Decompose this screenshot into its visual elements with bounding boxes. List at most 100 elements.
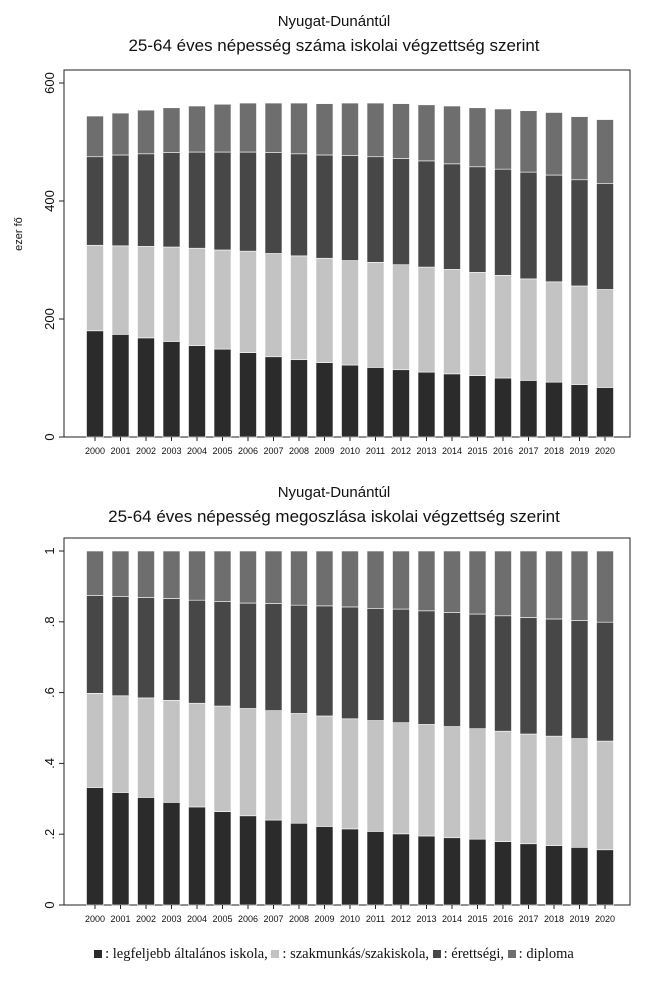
bar-segment <box>443 726 461 839</box>
bar-segment <box>366 720 385 832</box>
bar-segment <box>596 387 614 438</box>
bar-segment <box>417 104 436 162</box>
bar-segment <box>315 362 334 438</box>
bar-segment <box>366 156 385 263</box>
bar-segment <box>417 160 436 268</box>
bar-segment <box>188 550 206 601</box>
legend-swatch <box>94 950 103 959</box>
bar-segment <box>392 158 410 266</box>
legend-label: : legfeljebb általános iskola, <box>105 946 268 962</box>
bar-segment <box>264 550 283 604</box>
bar-segment <box>264 710 283 821</box>
bar-segment <box>545 735 563 846</box>
bar-segment <box>596 849 614 906</box>
bar-segment <box>137 797 155 906</box>
x-tick-label: 2020 <box>595 446 615 456</box>
bar-segment <box>494 168 512 276</box>
bar-segment <box>596 621 614 742</box>
bar-segment <box>315 550 334 607</box>
bar-segment <box>545 381 563 438</box>
bar-segment <box>468 728 487 840</box>
bar-segment <box>443 550 461 613</box>
x-tick-label: 2015 <box>467 914 487 924</box>
bar-segment <box>341 155 359 261</box>
bar-segment <box>137 597 155 699</box>
bar-segment <box>468 838 487 906</box>
bar-segment <box>86 693 104 788</box>
legend-item-legfeljebb-altalanos: : legfeljebb általános iskola, <box>94 946 268 962</box>
bar-segment <box>239 602 257 709</box>
bar-segment <box>162 550 181 599</box>
x-tick-label: 2000 <box>85 446 105 456</box>
x-tick-label: 2017 <box>518 446 538 456</box>
bar-segment <box>341 606 359 720</box>
bar-segment <box>315 826 334 906</box>
bar-segment <box>392 369 410 438</box>
x-tick-label: 2011 <box>366 914 385 924</box>
bar-segment <box>290 604 308 714</box>
bar-segment <box>239 815 257 906</box>
bar-segment <box>596 119 614 184</box>
bar-segment <box>545 174 563 283</box>
bar-segment <box>443 105 461 165</box>
bar-segment <box>290 550 308 606</box>
bar-segment <box>443 612 461 727</box>
x-tick-label: 2014 <box>442 914 462 924</box>
bar-segment <box>162 341 181 438</box>
chart-subtitle: 25-64 éves népesség megoszlása iskolai v… <box>108 507 560 526</box>
bar-segment <box>494 730 512 842</box>
x-tick-label: 2019 <box>569 914 589 924</box>
legend-swatch <box>507 950 516 959</box>
bar-segment <box>570 179 589 287</box>
bar-segment <box>188 345 206 438</box>
bar-segment <box>137 337 155 438</box>
bar-segment <box>213 348 232 438</box>
x-tick-label: 2009 <box>314 446 334 456</box>
bar-segment <box>239 102 257 153</box>
bar-segment <box>468 107 487 168</box>
bar-segment <box>137 550 155 598</box>
bar-segment <box>366 608 385 721</box>
x-tick-label: 2005 <box>212 446 232 456</box>
bar-segment <box>86 330 104 438</box>
bar-segment <box>570 620 589 739</box>
bar-segment <box>596 289 614 388</box>
x-tick-label: 2010 <box>340 914 360 924</box>
bar-segment <box>213 705 232 812</box>
bar-segment <box>137 697 155 798</box>
bar-segment <box>468 272 487 376</box>
bar-segment <box>86 595 104 694</box>
bar-segment <box>545 281 563 383</box>
bar-segment <box>596 550 614 623</box>
bar-segment <box>392 608 410 723</box>
bar-segment <box>417 371 436 438</box>
count-chart: Nyugat-Dunántúl 25-64 éves népesség száma… <box>13 13 631 456</box>
bar-segment <box>86 244 104 332</box>
y-tick-label: .8 <box>42 616 57 627</box>
x-tick-label: 2018 <box>544 914 564 924</box>
bar-segment <box>239 352 257 438</box>
bar-segment <box>137 153 155 247</box>
bar-segment <box>494 275 512 379</box>
bar-segment <box>111 245 130 335</box>
bar-segment <box>213 249 232 350</box>
bar-segment <box>519 380 538 438</box>
bar-segment <box>366 550 385 610</box>
x-tick-label: 2004 <box>187 446 207 456</box>
bar-segment <box>111 550 130 597</box>
x-tick-label: 2010 <box>340 446 360 456</box>
x-tick-label: 2012 <box>391 914 411 924</box>
bar-segment <box>519 733 538 845</box>
bar-segment <box>264 152 283 254</box>
legend-item-erettsegi: : érettségi, <box>432 946 504 962</box>
legend: : legfeljebb általános iskola, : szakmun… <box>0 946 668 963</box>
bar-segment <box>341 718 359 830</box>
bar-segment <box>290 102 308 155</box>
x-tick-label: 2006 <box>238 914 258 924</box>
y-tick-label: .2 <box>42 829 57 840</box>
y-tick-label: .4 <box>42 758 57 769</box>
y-tick-label: .6 <box>42 687 57 698</box>
bar-segment <box>315 103 334 156</box>
bar-segment <box>443 373 461 438</box>
